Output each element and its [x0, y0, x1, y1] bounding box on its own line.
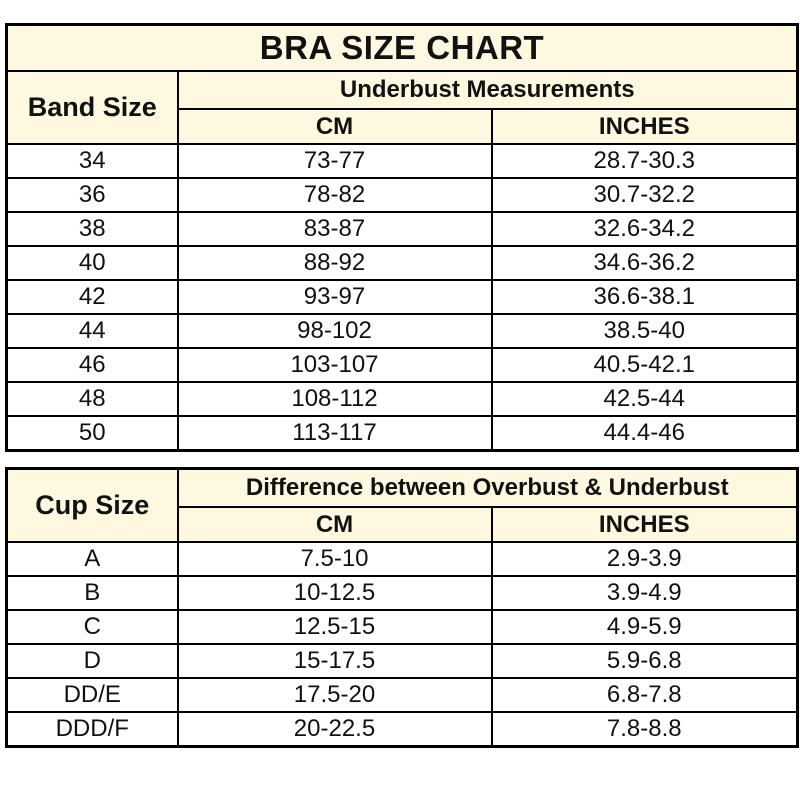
cup-cm-cell: 12.5-15 [176, 609, 493, 645]
band-cm-cell: 113-117 [176, 415, 493, 452]
cup-group-header-row: Cup Size Difference between Overbust & U… [5, 467, 799, 543]
cup-size-table: Cup Size Difference between Overbust & U… [5, 467, 800, 748]
cup-inches-cell: 4.9-5.9 [490, 609, 799, 645]
band-inches-cell: 44.4-46 [490, 415, 799, 452]
band-cm-cell: 73-77 [176, 143, 493, 179]
band-row: 50 113-117 44.4-46 [5, 415, 799, 452]
band-size-header: Band Size [5, 70, 179, 145]
band-inches-cell: 36.6-38.1 [490, 279, 799, 315]
band-row: 46 103-107 40.5-42.1 [5, 347, 799, 383]
cup-label-cell: D [5, 643, 179, 679]
cup-cm-header: CM [176, 506, 493, 543]
cup-inches-cell: 2.9-3.9 [490, 541, 799, 577]
cup-inches-cell: 6.8-7.8 [490, 677, 799, 713]
cup-row: B 10-12.5 3.9-4.9 [5, 575, 799, 611]
band-inches-cell: 38.5-40 [490, 313, 799, 349]
band-cm-cell: 98-102 [176, 313, 493, 349]
band-row: 36 78-82 30.7-32.2 [5, 177, 799, 213]
band-cm-cell: 88-92 [176, 245, 493, 281]
band-cm-cell: 103-107 [176, 347, 493, 383]
band-inches-cell: 42.5-44 [490, 381, 799, 417]
band-label-cell: 42 [5, 279, 179, 315]
band-cm-cell: 93-97 [176, 279, 493, 315]
band-row: 48 108-112 42.5-44 [5, 381, 799, 417]
band-label-cell: 40 [5, 245, 179, 281]
band-inches-cell: 40.5-42.1 [490, 347, 799, 383]
cup-row: C 12.5-15 4.9-5.9 [5, 609, 799, 645]
band-cm-header: CM [176, 108, 493, 145]
cup-cm-cell: 15-17.5 [176, 643, 493, 679]
cup-cm-cell: 20-22.5 [176, 711, 493, 748]
band-cm-cell: 83-87 [176, 211, 493, 247]
cup-cm-cell: 17.5-20 [176, 677, 493, 713]
band-group-header-row: Band Size Underbust Measurements [5, 70, 799, 145]
band-label-cell: 48 [5, 381, 179, 417]
band-cm-cell: 78-82 [176, 177, 493, 213]
band-label-cell: 36 [5, 177, 179, 213]
band-sub-header-row: CM INCHES [7, 108, 799, 145]
cup-sub-header-row: CM INCHES [7, 506, 799, 543]
band-row: 42 93-97 36.6-38.1 [5, 279, 799, 315]
cup-label-cell: DDD/F [5, 711, 179, 748]
cup-inches-cell: 7.8-8.8 [490, 711, 799, 748]
band-size-table: BRA SIZE CHART Band Size Underbust Measu… [5, 23, 800, 452]
cup-label-cell: A [5, 541, 179, 577]
band-cm-cell: 108-112 [176, 381, 493, 417]
cup-label-cell: B [5, 575, 179, 611]
cup-inches-cell: 3.9-4.9 [490, 575, 799, 611]
band-inches-cell: 34.6-36.2 [490, 245, 799, 281]
band-label-cell: 38 [5, 211, 179, 247]
cup-inches-cell: 5.9-6.8 [490, 643, 799, 679]
cup-inches-header: INCHES [490, 506, 799, 543]
band-row: 40 88-92 34.6-36.2 [5, 245, 799, 281]
chart-title: BRA SIZE CHART [5, 23, 799, 72]
band-row: 34 73-77 28.7-30.3 [5, 143, 799, 179]
cup-row: DD/E 17.5-20 6.8-7.8 [5, 677, 799, 713]
band-label-cell: 34 [5, 143, 179, 179]
chart-title-row: BRA SIZE CHART [5, 23, 799, 72]
cup-label-cell: DD/E [5, 677, 179, 713]
underbust-measurements-header: Underbust Measurements [176, 70, 799, 110]
cup-label-cell: C [5, 609, 179, 645]
band-row: 44 98-102 38.5-40 [5, 313, 799, 349]
band-label-cell: 44 [5, 313, 179, 349]
cup-cm-cell: 7.5-10 [176, 541, 493, 577]
cup-row: DDD/F 20-22.5 7.8-8.8 [5, 711, 799, 748]
band-inches-cell: 32.6-34.2 [490, 211, 799, 247]
band-inches-cell: 30.7-32.2 [490, 177, 799, 213]
cup-row: A 7.5-10 2.9-3.9 [5, 541, 799, 577]
cup-row: D 15-17.5 5.9-6.8 [5, 643, 799, 679]
band-row: 38 83-87 32.6-34.2 [5, 211, 799, 247]
band-inches-header: INCHES [490, 108, 799, 145]
band-label-cell: 46 [5, 347, 179, 383]
cup-size-header: Cup Size [5, 467, 179, 543]
difference-header: Difference between Overbust & Underbust [176, 467, 799, 508]
band-inches-cell: 28.7-30.3 [490, 143, 799, 179]
band-label-cell: 50 [5, 415, 179, 452]
cup-cm-cell: 10-12.5 [176, 575, 493, 611]
